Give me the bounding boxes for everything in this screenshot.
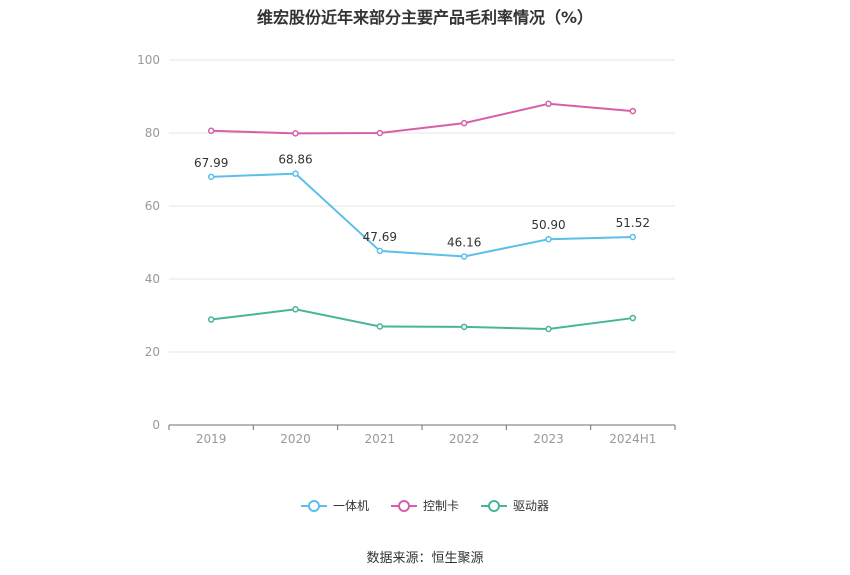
data-source: 数据来源：恒生聚源	[366, 551, 484, 566]
series-line-0	[211, 172, 633, 258]
legend: 一体机 控制卡 驱动器	[0, 497, 850, 514]
data-point	[460, 323, 468, 331]
y-tick-label: 40	[145, 272, 160, 286]
legend-item[interactable]: 一体机	[300, 497, 369, 514]
data-point	[460, 253, 468, 260]
legend-marker-icon	[481, 499, 507, 512]
data-point	[376, 247, 384, 255]
data-label: 46.16	[447, 236, 481, 250]
data-point	[460, 119, 468, 127]
data-label: 67.99	[194, 156, 228, 170]
y-tick-label: 60	[145, 199, 160, 213]
data-label: 68.86	[278, 153, 312, 167]
x-tick-label: 2019	[196, 432, 227, 446]
series-line-1	[211, 102, 633, 135]
data-point	[376, 323, 384, 330]
data-point	[376, 129, 384, 137]
legend-item[interactable]: 控制卡	[390, 497, 459, 514]
legend-marker-icon	[300, 499, 327, 512]
legend-item[interactable]: 驱动器	[481, 497, 549, 514]
data-point	[545, 100, 552, 108]
data-point	[629, 107, 637, 115]
legend-label: 控制卡	[422, 499, 459, 513]
data-label: 51.52	[616, 216, 650, 230]
legend-label: 一体机	[332, 499, 369, 513]
data-point	[629, 314, 637, 322]
data-point	[292, 130, 299, 137]
data-label: 50.90	[531, 218, 565, 232]
data-point	[207, 316, 215, 323]
legend-label: 驱动器	[513, 499, 550, 513]
y-tick-label: 0	[152, 418, 160, 432]
x-tick-label: 2021	[365, 432, 396, 446]
data-label: 47.69	[363, 230, 397, 244]
x-tick-label: 2024H1	[609, 432, 656, 446]
data-point	[292, 170, 299, 177]
legend-marker-icon	[390, 499, 417, 512]
data-point	[545, 235, 552, 243]
series-line-2	[211, 308, 633, 331]
y-tick-label: 80	[145, 126, 160, 140]
x-tick-label: 2023	[533, 432, 564, 446]
data-point	[207, 173, 215, 181]
data-point	[292, 306, 299, 313]
chart-title: 维宏股份近年来部分主要产品毛利率情况（%）	[256, 8, 594, 27]
data-point	[629, 233, 637, 241]
data-point	[545, 325, 552, 333]
x-tick-label: 2020	[280, 432, 311, 446]
data-point	[207, 127, 215, 135]
y-tick-label: 20	[145, 345, 160, 359]
y-tick-label: 100	[137, 53, 160, 67]
x-tick-label: 2022	[449, 432, 480, 446]
